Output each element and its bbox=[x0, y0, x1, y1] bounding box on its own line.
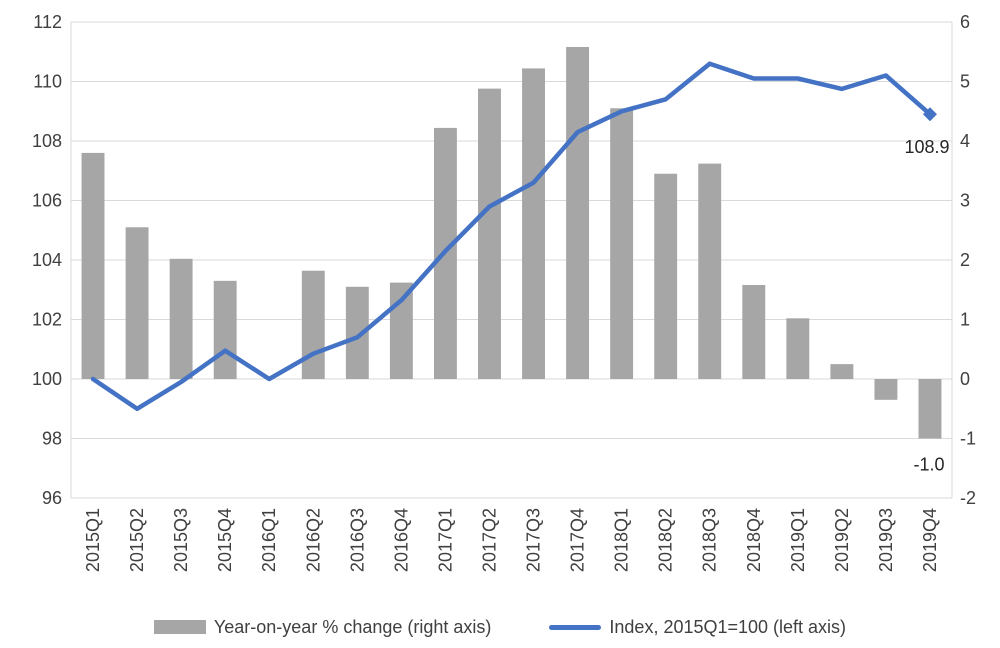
x-tick-label: 2015Q4 bbox=[215, 508, 235, 572]
right-tick-label: 0 bbox=[960, 369, 970, 389]
bar bbox=[698, 163, 722, 379]
x-tick-label: 2017Q1 bbox=[435, 508, 455, 572]
legend-item-line: Index, 2015Q1=100 (left axis) bbox=[549, 617, 846, 638]
right-tick-label: 1 bbox=[960, 310, 970, 330]
bar bbox=[125, 227, 149, 379]
x-tick-label: 2016Q1 bbox=[259, 508, 279, 572]
gridlines bbox=[70, 21, 953, 499]
index-line bbox=[90, 61, 933, 412]
last-point-marker bbox=[922, 107, 937, 122]
bar bbox=[213, 280, 237, 379]
left-tick-label: 110 bbox=[33, 72, 62, 92]
right-axis: -2 -1 0 1 2 3 4 5 6 bbox=[960, 12, 976, 508]
bar bbox=[742, 284, 766, 379]
left-tick-label: 108 bbox=[32, 131, 62, 151]
data-label-last-index: 108.9 bbox=[904, 137, 949, 157]
bar bbox=[918, 379, 942, 439]
bar bbox=[478, 88, 501, 379]
data-label-last-change: -1.0 bbox=[913, 455, 944, 475]
legend-label-bars: Year-on-year % change (right axis) bbox=[213, 616, 492, 637]
left-tick-label: 112 bbox=[33, 12, 62, 32]
bar bbox=[169, 258, 193, 379]
x-tick-label: 2018Q2 bbox=[656, 508, 676, 572]
x-tick-label: 2017Q2 bbox=[479, 508, 499, 572]
x-tick-label: 2019Q3 bbox=[876, 508, 896, 572]
left-axis: 96 98 100 102 104 106 108 110 112 bbox=[32, 12, 62, 508]
x-tick-label: 2017Q3 bbox=[524, 508, 544, 572]
x-tick-label: 2016Q2 bbox=[303, 508, 323, 572]
right-tick-label: 3 bbox=[960, 191, 970, 211]
bar bbox=[610, 108, 634, 380]
left-tick-label: 106 bbox=[32, 191, 62, 211]
x-axis: 2015Q1 2015Q2 2015Q3 2015Q4 2016Q1 2016Q2 2016… bbox=[83, 508, 940, 572]
right-tick-label: 2 bbox=[960, 250, 970, 270]
x-tick-label: 2018Q4 bbox=[744, 508, 764, 572]
bar bbox=[301, 270, 325, 379]
x-tick-label: 2016Q4 bbox=[391, 508, 411, 572]
right-tick-label: 5 bbox=[960, 72, 970, 92]
right-tick-label: -1 bbox=[960, 429, 976, 449]
x-tick-label: 2017Q4 bbox=[568, 508, 588, 572]
legend-label-line: Index, 2015Q1=100 (left axis) bbox=[609, 616, 847, 637]
chart: 96 98 100 102 104 106 108 110 112 -2 -1 0 1 2 3 4 5 6 20… bbox=[32, 12, 976, 572]
x-tick-label: 2019Q1 bbox=[788, 508, 808, 572]
bar bbox=[654, 173, 678, 379]
x-tick-label: 2019Q4 bbox=[920, 508, 940, 572]
x-tick-label: 2018Q1 bbox=[612, 508, 632, 572]
left-tick-label: 96 bbox=[42, 488, 62, 508]
bar bbox=[81, 152, 105, 379]
legend: Year-on-year % change (right axis) Index… bbox=[0, 612, 1000, 642]
line-series bbox=[90, 61, 937, 412]
bar-series bbox=[81, 46, 942, 439]
left-tick-label: 100 bbox=[32, 369, 62, 389]
bar bbox=[522, 68, 545, 379]
x-tick-label: 2019Q2 bbox=[832, 508, 852, 572]
legend-item-bars: Year-on-year % change (right axis) bbox=[153, 616, 492, 638]
x-tick-label: 2015Q1 bbox=[83, 508, 103, 572]
right-tick-label: 6 bbox=[960, 12, 970, 32]
x-tick-label: 2016Q3 bbox=[347, 508, 367, 572]
x-tick-label: 2018Q3 bbox=[700, 508, 720, 572]
left-tick-label: 98 bbox=[42, 429, 62, 449]
bar bbox=[874, 379, 898, 400]
bar bbox=[786, 318, 810, 379]
right-tick-label: -2 bbox=[960, 488, 976, 508]
bar bbox=[345, 286, 369, 379]
legend-swatch-line bbox=[549, 624, 602, 630]
left-tick-label: 104 bbox=[32, 250, 62, 270]
bar bbox=[830, 364, 854, 379]
legend-swatch-bars bbox=[153, 620, 206, 634]
left-tick-label: 102 bbox=[32, 310, 62, 330]
x-tick-label: 2015Q2 bbox=[127, 508, 147, 572]
right-tick-label: 4 bbox=[960, 131, 970, 151]
x-tick-label: 2015Q3 bbox=[171, 508, 191, 572]
bar bbox=[566, 46, 590, 380]
